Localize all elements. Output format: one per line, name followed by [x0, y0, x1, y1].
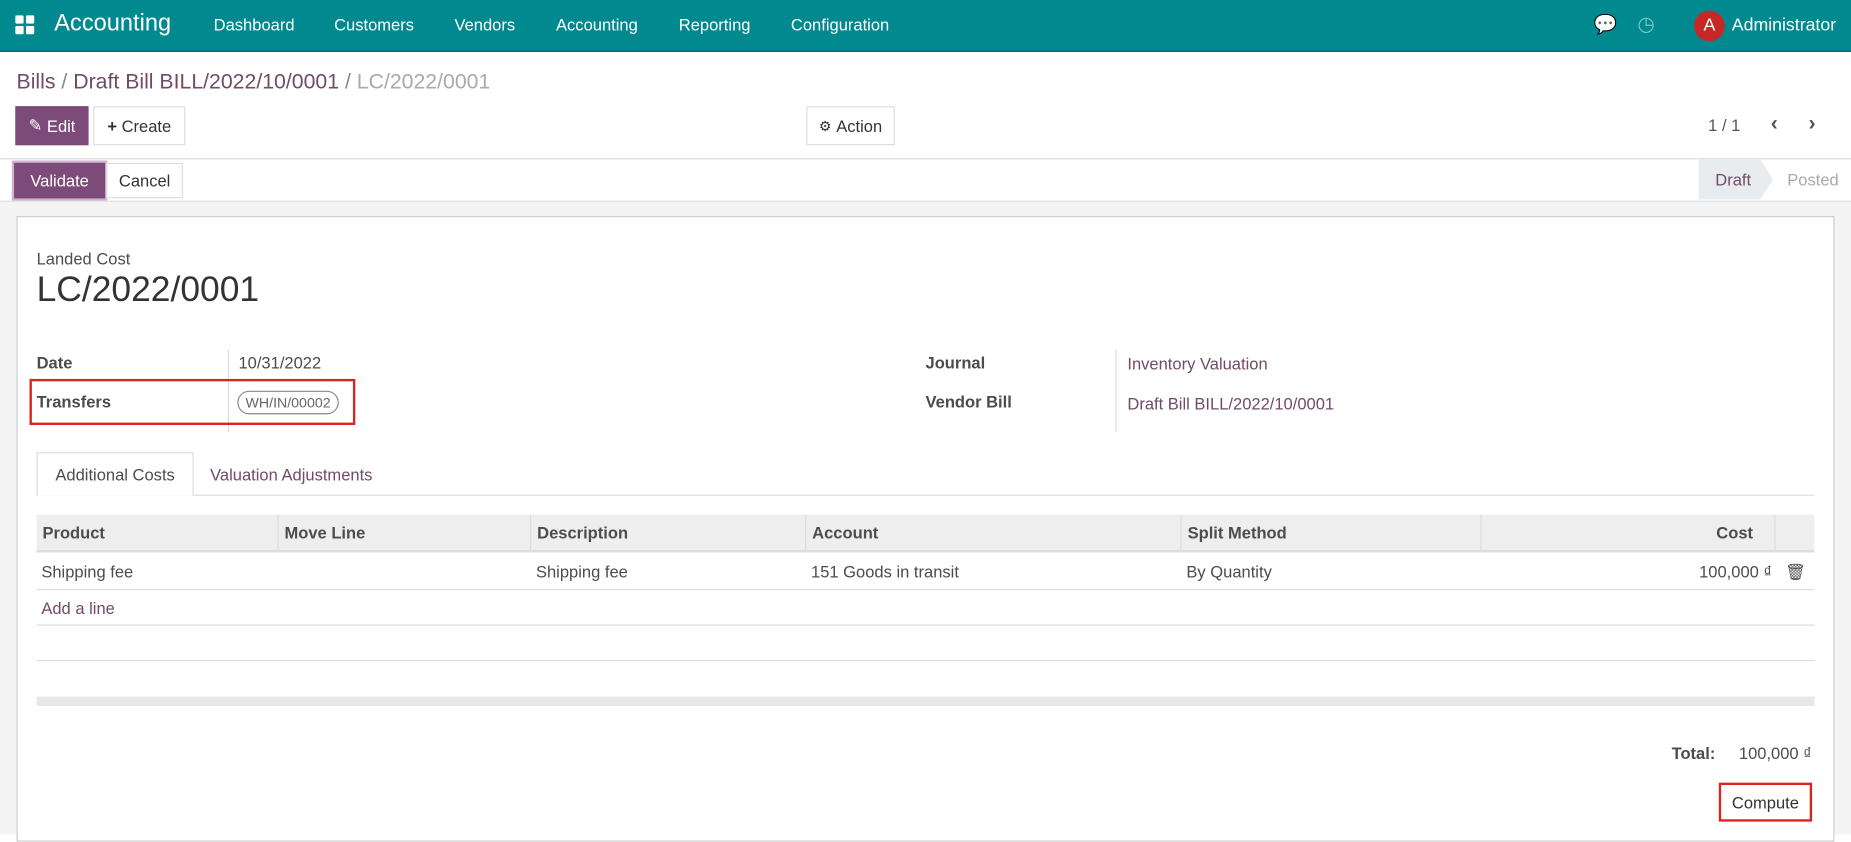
validate-button[interactable]: Validate	[14, 162, 106, 199]
tab-additional-costs[interactable]: Additional Costs	[36, 452, 194, 496]
col-account[interactable]: Account	[806, 514, 1182, 552]
record-type: Landed Cost	[36, 249, 131, 268]
vendor-bill-value[interactable]: Draft Bill BILL/2022/10/0001	[1127, 394, 1335, 414]
edit-button[interactable]: ✎ Edit	[15, 106, 89, 146]
cancel-button[interactable]: Cancel	[106, 162, 183, 199]
cell-account: 151 Goods in transit	[811, 561, 959, 581]
pencil-icon: ✎	[28, 115, 43, 135]
action-label: Action	[836, 116, 883, 136]
avatar[interactable]: A	[1694, 10, 1725, 42]
highlight-transfers	[29, 378, 356, 425]
menu-configuration[interactable]: Configuration	[790, 15, 890, 35]
transfer-tag[interactable]: WH/IN/00002	[237, 390, 339, 415]
add-line-link[interactable]: Add a line	[41, 598, 115, 618]
breadcrumb-bill[interactable]: Draft Bill BILL/2022/10/0001	[73, 69, 340, 94]
app-title[interactable]: Accounting	[54, 10, 172, 37]
total-value: 100,000 ₫	[1738, 743, 1812, 763]
top-navbar: Accounting Dashboard Customers Vendors A…	[0, 0, 1851, 52]
compute-button[interactable]: Compute	[1718, 782, 1813, 822]
stage-draft[interactable]: Draft	[1698, 159, 1761, 200]
action-button[interactable]: ⚙ Action	[806, 106, 895, 146]
divider	[0, 158, 1851, 160]
date-value[interactable]: 10/31/2022	[238, 352, 322, 372]
table-footer	[36, 696, 1815, 706]
row-divider	[36, 659, 1815, 662]
col-move-line[interactable]: Move Line	[279, 514, 532, 552]
cell-product: Shipping fee	[41, 561, 134, 581]
divider	[0, 200, 1851, 202]
table-header: Product Move Line Description Account Sp…	[36, 514, 1815, 553]
create-button[interactable]: + Create	[93, 106, 186, 146]
gear-icon: ⚙	[818, 117, 832, 134]
edit-label: Edit	[46, 116, 76, 136]
tab-valuation-adjustments[interactable]: Valuation Adjustments	[210, 465, 373, 485]
vendor-bill-label: Vendor Bill	[925, 391, 1012, 411]
form-sheet: Landed Cost LC/2022/0001 Date 10/31/2022…	[16, 216, 1835, 842]
field-separator	[1115, 349, 1117, 433]
plus-icon: +	[107, 116, 118, 136]
stage-arrow	[1760, 159, 1774, 200]
clock-icon[interactable]: ◷	[1637, 12, 1655, 36]
table-row[interactable]: Shipping fee Shipping fee 151 Goods in t…	[36, 554, 1815, 591]
breadcrumb: Bills / Draft Bill BILL/2022/10/0001 / L…	[16, 69, 491, 94]
col-split-method[interactable]: Split Method	[1182, 514, 1482, 552]
menu-vendors[interactable]: Vendors	[454, 15, 516, 35]
breadcrumb-current: LC/2022/0001	[356, 69, 491, 94]
cell-description: Shipping fee	[535, 561, 628, 581]
menu-reporting[interactable]: Reporting	[678, 15, 751, 35]
date-label: Date	[36, 352, 73, 372]
col-description[interactable]: Description	[531, 514, 807, 552]
menu-dashboard[interactable]: Dashboard	[213, 15, 295, 35]
field-separator	[227, 349, 230, 433]
menu-customers[interactable]: Customers	[334, 15, 414, 35]
col-cost[interactable]: Cost	[1482, 514, 1776, 552]
row-divider	[36, 624, 1815, 626]
record-name: LC/2022/0001	[36, 270, 260, 310]
transfers-label: Transfers	[36, 391, 112, 411]
menu-accounting[interactable]: Accounting	[556, 15, 638, 35]
trash-icon[interactable]: 🗑	[1784, 561, 1806, 581]
chat-icon[interactable]: 💬	[1593, 15, 1618, 36]
cell-cost: 100,000 ₫	[1699, 561, 1772, 581]
pager-previous-icon[interactable]: ‹	[1770, 110, 1778, 135]
create-label: Create	[121, 116, 172, 136]
stage-posted[interactable]: Posted	[1787, 169, 1839, 189]
cell-split-method: By Quantity	[1186, 561, 1272, 581]
journal-value[interactable]: Inventory Valuation	[1127, 354, 1268, 374]
pager-value[interactable]: 1 / 1	[1708, 115, 1741, 135]
total-label: Total:	[1671, 743, 1716, 763]
journal-label: Journal	[925, 352, 986, 372]
apps-menu-icon[interactable]	[15, 15, 35, 35]
user-menu[interactable]: Administrator	[1731, 15, 1837, 36]
pager-next-icon[interactable]: ›	[1808, 110, 1816, 135]
tab-line	[36, 494, 1815, 496]
breadcrumb-bills[interactable]: Bills	[16, 69, 56, 94]
col-product[interactable]: Product	[37, 514, 279, 552]
